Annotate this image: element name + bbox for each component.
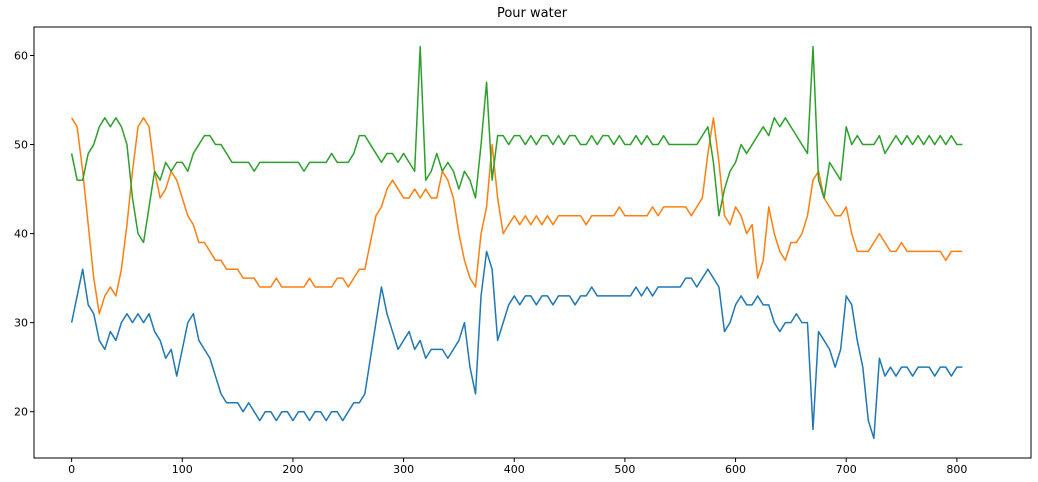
x-tick-label: 500 xyxy=(614,463,635,476)
y-tick-label: 60 xyxy=(14,49,28,62)
x-tick-label: 700 xyxy=(836,463,857,476)
x-tick-label: 800 xyxy=(946,463,967,476)
y-tick-label: 40 xyxy=(14,228,28,241)
series-line xyxy=(70,117,963,315)
x-tick-label: 400 xyxy=(504,463,525,476)
x-tick-label: 300 xyxy=(393,463,414,476)
x-tick-label: 200 xyxy=(282,463,303,476)
x-tick-label: 0 xyxy=(68,463,75,476)
y-tick-label: 50 xyxy=(14,139,28,152)
y-tick-label: 20 xyxy=(14,406,28,419)
series-line xyxy=(70,250,963,440)
x-tick-label: 100 xyxy=(172,463,193,476)
y-tick-label: 30 xyxy=(14,317,28,330)
plot-frame xyxy=(33,26,1032,459)
chart-title: Pour water xyxy=(497,6,568,21)
series-line xyxy=(70,45,963,244)
x-tick-label: 600 xyxy=(725,463,746,476)
